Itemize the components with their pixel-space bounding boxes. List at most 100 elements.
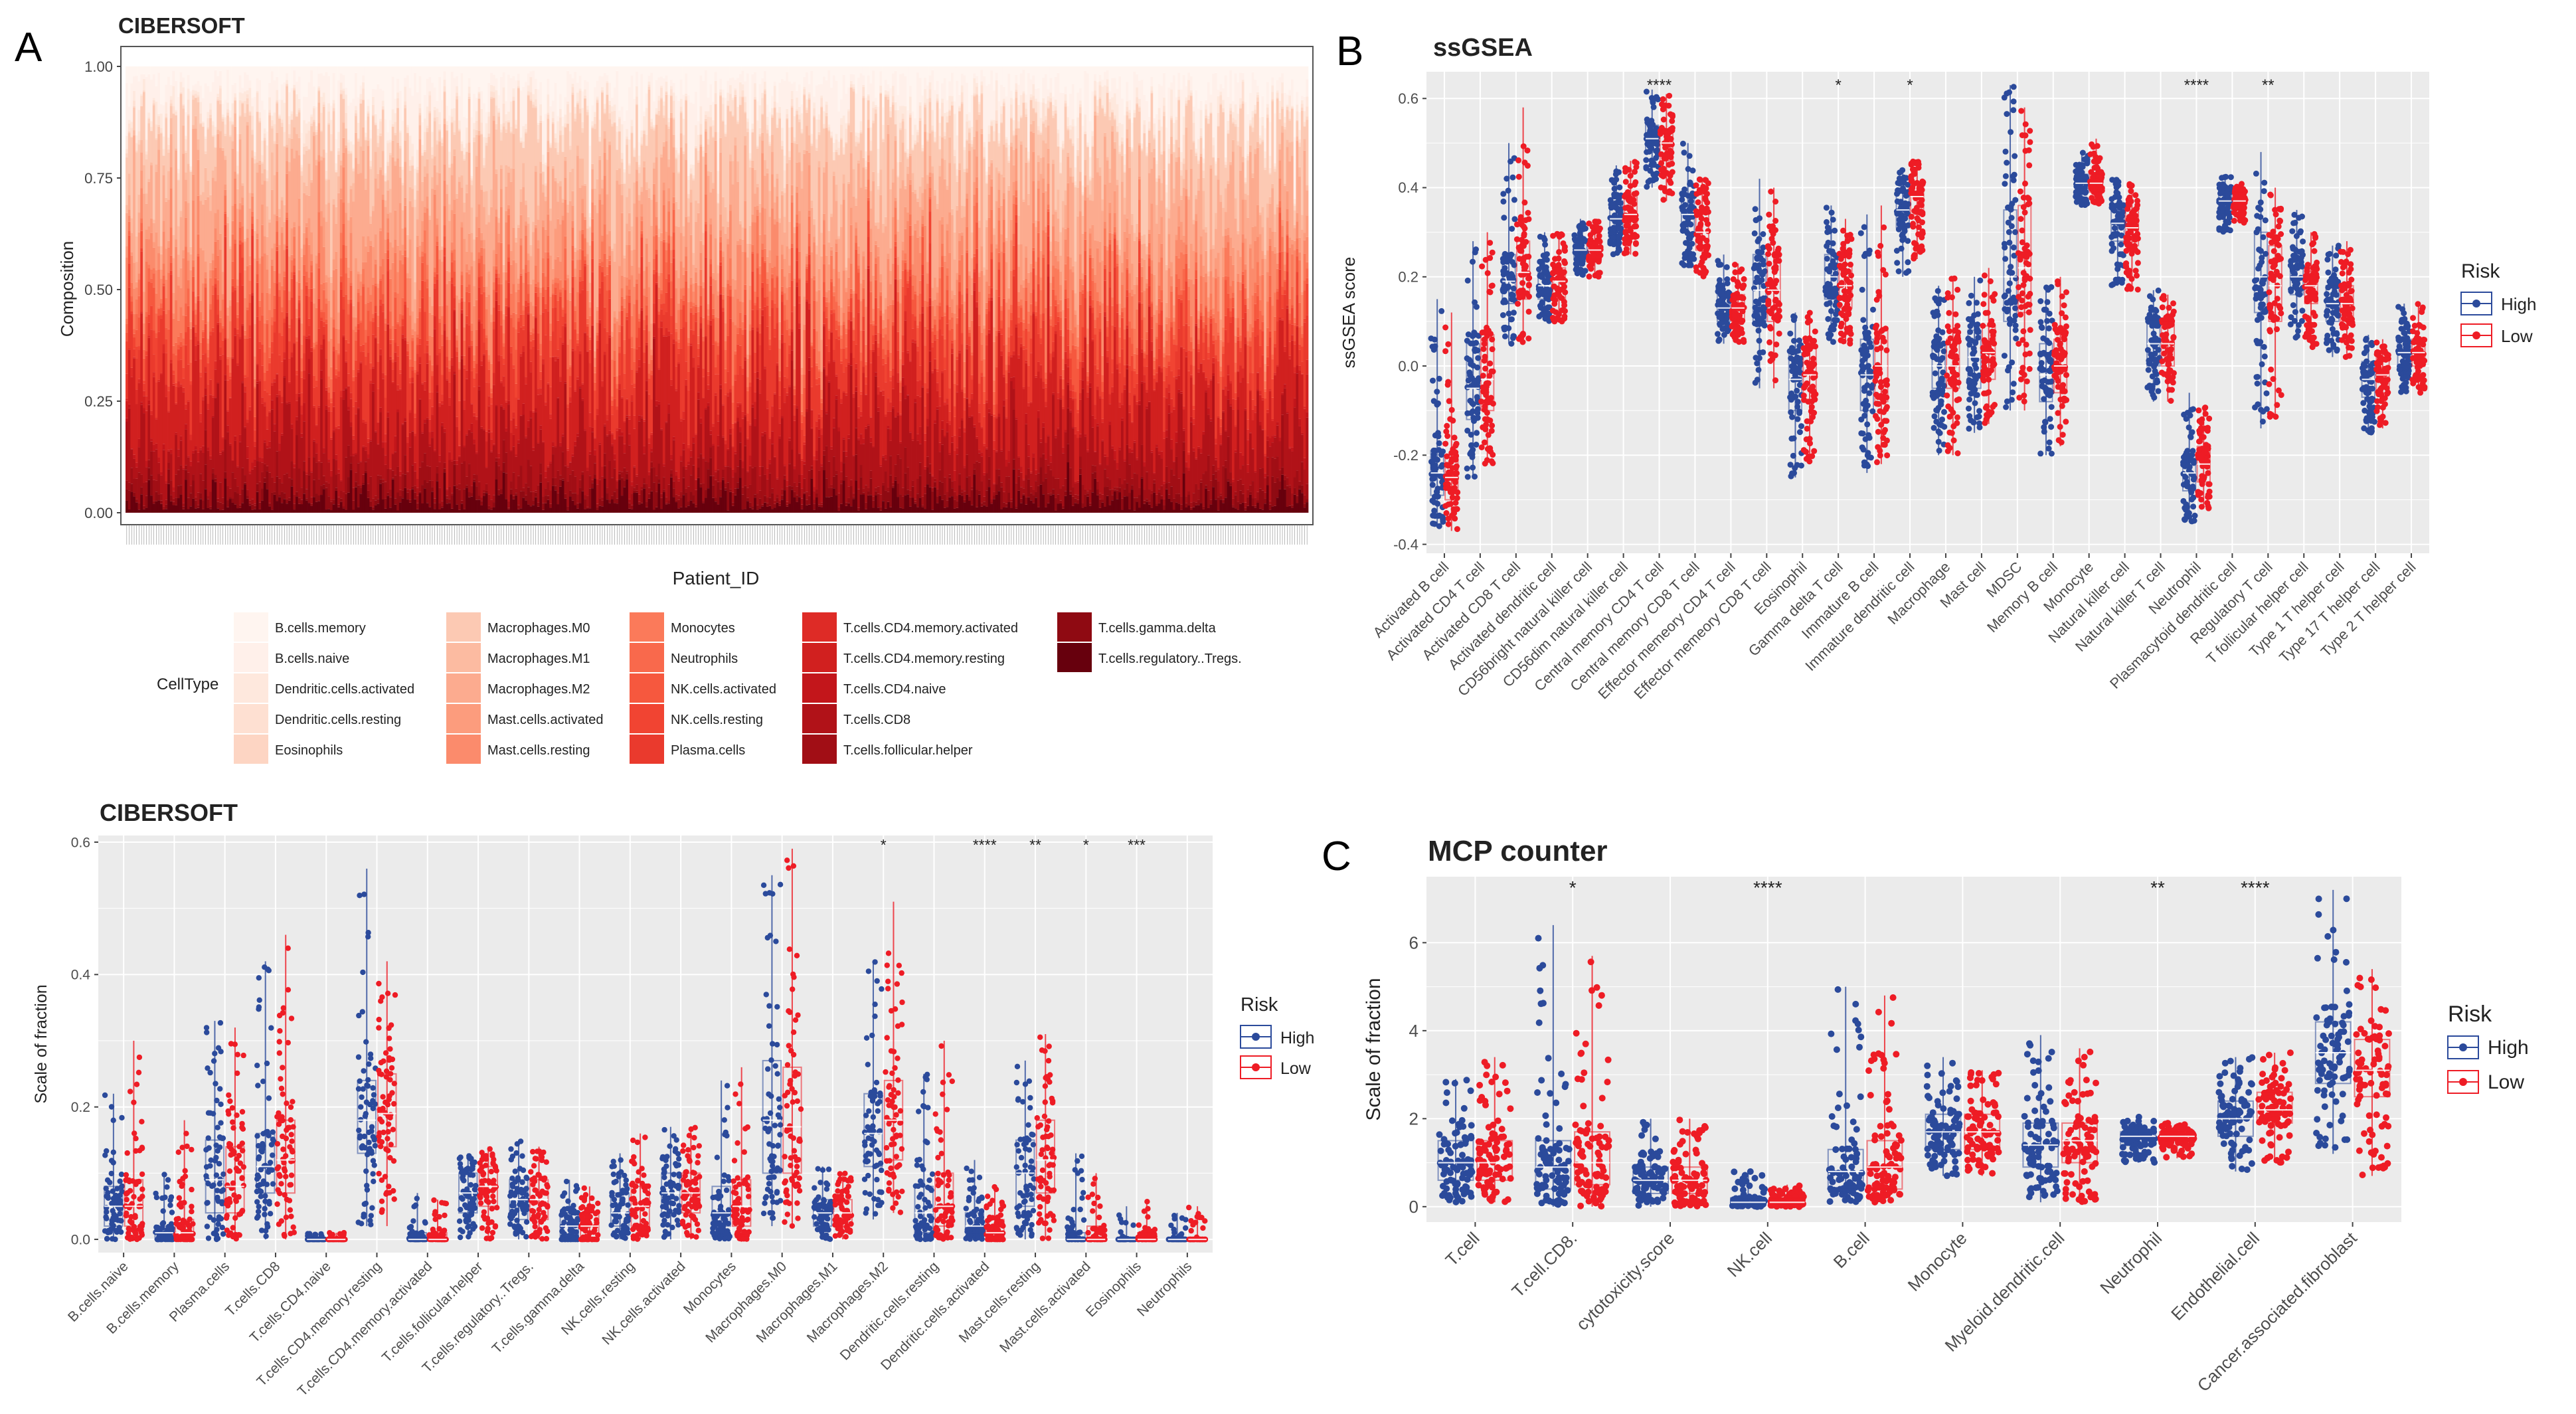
composition-segment xyxy=(228,379,232,398)
composition-segment xyxy=(165,397,168,482)
composition-segment xyxy=(187,400,190,402)
composition-segment xyxy=(219,131,222,148)
composition-segment xyxy=(175,110,178,112)
composition-segment xyxy=(645,266,648,297)
composition-segment xyxy=(253,230,256,259)
composition-segment xyxy=(310,503,313,506)
composition-segment xyxy=(527,487,530,505)
composition-segment xyxy=(367,454,370,459)
composition-segment xyxy=(421,153,424,155)
composition-segment xyxy=(207,349,210,357)
composition-segment xyxy=(189,171,193,247)
composition-segment xyxy=(142,396,146,408)
composition-segment xyxy=(307,163,311,196)
composition-segment xyxy=(315,130,318,132)
composition-segment xyxy=(616,503,619,513)
composition-segment xyxy=(300,393,303,406)
composition-segment xyxy=(581,213,584,230)
composition-segment xyxy=(234,203,237,240)
composition-segment xyxy=(211,480,215,513)
composition-segment xyxy=(633,304,636,349)
composition-segment xyxy=(234,82,237,94)
composition-segment xyxy=(665,311,668,328)
composition-segment xyxy=(665,92,668,95)
composition-segment xyxy=(162,275,165,284)
composition-segment xyxy=(512,168,515,228)
composition-segment xyxy=(305,498,308,501)
composition-segment xyxy=(244,482,247,485)
composition-segment xyxy=(551,165,555,169)
composition-segment xyxy=(495,78,498,90)
composition-segment xyxy=(377,288,380,315)
composition-segment xyxy=(638,267,641,274)
composition-segment xyxy=(379,412,383,476)
composition-segment xyxy=(182,378,185,388)
composition-segment xyxy=(322,489,325,513)
composition-segment xyxy=(199,474,203,493)
composition-segment xyxy=(450,123,454,164)
composition-segment xyxy=(603,276,606,308)
composition-segment xyxy=(204,151,207,154)
composition-segment xyxy=(672,203,675,210)
composition-segment xyxy=(228,121,232,135)
composition-segment xyxy=(162,310,165,345)
composition-segment xyxy=(140,487,143,495)
composition-segment xyxy=(431,431,434,438)
composition-segment xyxy=(616,376,619,385)
composition-segment xyxy=(209,506,213,509)
composition-segment xyxy=(468,86,471,94)
composition-segment xyxy=(667,118,671,122)
composition-segment xyxy=(532,410,535,412)
composition-segment xyxy=(335,474,338,488)
composition-segment xyxy=(182,506,185,509)
composition-segment xyxy=(660,157,663,233)
composition-segment xyxy=(574,321,577,329)
composition-segment xyxy=(657,77,661,96)
composition-segment xyxy=(322,92,325,102)
composition-segment xyxy=(384,323,387,331)
composition-segment xyxy=(466,485,469,488)
composition-segment xyxy=(640,256,644,308)
composition-segment xyxy=(636,104,639,106)
composition-segment xyxy=(268,472,272,503)
composition-segment xyxy=(633,493,636,513)
composition-segment xyxy=(228,357,232,373)
composition-segment xyxy=(335,349,338,369)
composition-segment xyxy=(261,141,264,155)
composition-segment xyxy=(391,383,394,454)
composition-segment xyxy=(276,395,279,397)
composition-segment xyxy=(192,453,195,475)
composition-segment xyxy=(542,66,545,121)
composition-segment xyxy=(483,165,486,168)
composition-segment xyxy=(534,78,537,89)
composition-segment xyxy=(355,472,358,482)
composition-segment xyxy=(253,503,256,506)
composition-segment xyxy=(135,236,138,262)
composition-segment xyxy=(539,293,543,315)
composition-segment xyxy=(643,66,646,112)
composition-segment xyxy=(296,309,299,318)
composition-segment xyxy=(280,123,284,127)
composition-segment xyxy=(172,235,175,258)
composition-segment xyxy=(347,220,350,268)
composition-segment xyxy=(660,66,663,77)
composition-segment xyxy=(310,497,313,504)
composition-segment xyxy=(263,137,266,141)
composition-segment xyxy=(224,212,227,214)
composition-segment xyxy=(283,205,286,222)
composition-segment xyxy=(660,327,663,429)
composition-segment xyxy=(475,373,478,417)
composition-segment xyxy=(470,117,473,176)
composition-segment xyxy=(325,180,328,205)
composition-segment xyxy=(298,66,301,77)
composition-segment xyxy=(312,304,316,343)
composition-segment xyxy=(655,282,658,285)
composition-segment xyxy=(571,83,574,88)
composition-segment xyxy=(372,314,375,318)
composition-segment xyxy=(152,98,155,100)
composition-segment xyxy=(456,193,459,199)
composition-segment xyxy=(682,495,685,513)
composition-segment xyxy=(426,345,429,353)
composition-segment xyxy=(468,274,471,285)
composition-segment xyxy=(384,180,387,182)
